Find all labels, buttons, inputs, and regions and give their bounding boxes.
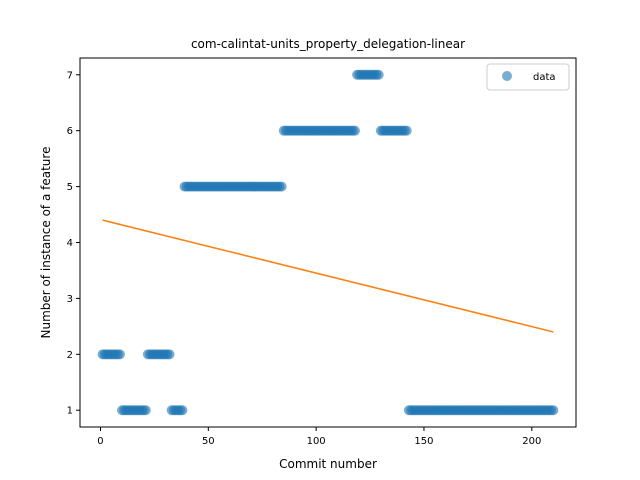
data-point [140, 405, 151, 416]
data-point [373, 69, 384, 80]
y-axis-label: Number of instance of a feature [39, 147, 53, 339]
y-tick-label: 7 [67, 70, 73, 81]
data-point [401, 125, 412, 136]
x-tick-label: 150 [414, 436, 433, 447]
data-point [548, 405, 559, 416]
fit-line-group [102, 219, 554, 333]
data-point [164, 349, 175, 360]
plot-area: 0 50 100 150 200 1 2 3 4 5 6 7 [67, 57, 577, 447]
y-tick-label: 5 [67, 182, 73, 193]
fit-line [102, 219, 554, 333]
y-tick-label: 4 [67, 238, 73, 249]
data-point [177, 405, 188, 416]
data-point [114, 349, 125, 360]
legend: data [486, 63, 570, 91]
y-axis-ticks: 1 2 3 4 5 6 7 [67, 70, 80, 417]
y-tick-label: 3 [67, 294, 73, 305]
x-tick-label: 0 [97, 436, 103, 447]
data-point [276, 181, 287, 192]
x-tick-label: 100 [307, 436, 326, 447]
y-tick-label: 2 [67, 350, 73, 361]
legend-label-data: data [533, 72, 556, 83]
y-tick-label: 6 [67, 126, 73, 137]
x-axis-ticks: 0 50 100 150 200 [97, 427, 541, 447]
x-axis-label: Commit number [279, 457, 377, 471]
data-points [97, 69, 559, 416]
data-point [349, 125, 360, 136]
x-tick-label: 200 [522, 436, 541, 447]
chart-title: com-calintat-units_property_delegation-l… [191, 37, 465, 51]
y-tick-label: 1 [67, 406, 73, 417]
axes-background [80, 58, 576, 427]
x-tick-label: 50 [202, 436, 215, 447]
legend-marker-data [502, 71, 512, 81]
legend-box [486, 63, 570, 91]
